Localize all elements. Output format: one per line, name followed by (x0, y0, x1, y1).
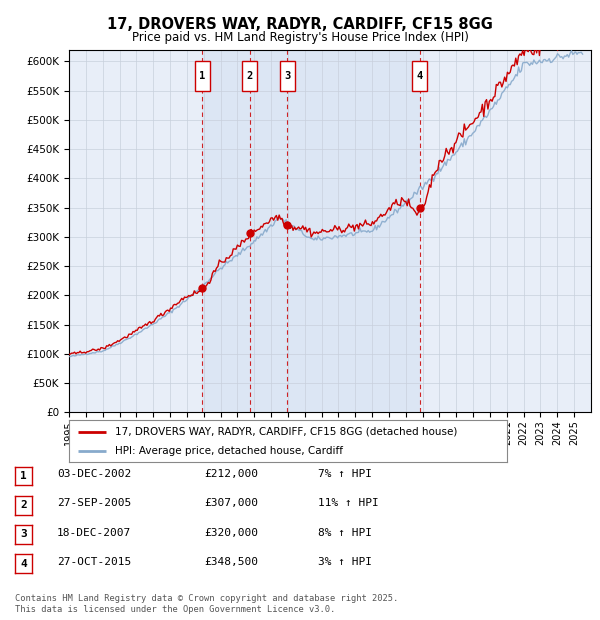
Text: 17, DROVERS WAY, RADYR, CARDIFF, CF15 8GG (detached house): 17, DROVERS WAY, RADYR, CARDIFF, CF15 8G… (115, 427, 457, 436)
FancyBboxPatch shape (280, 61, 295, 91)
Text: 3: 3 (284, 71, 290, 81)
Text: 03-DEC-2002: 03-DEC-2002 (57, 469, 131, 479)
Text: 1: 1 (20, 471, 27, 481)
Text: 4: 4 (20, 559, 27, 569)
Text: £212,000: £212,000 (204, 469, 258, 479)
Text: 2: 2 (20, 500, 27, 510)
Text: 27-OCT-2015: 27-OCT-2015 (57, 557, 131, 567)
Text: £307,000: £307,000 (204, 498, 258, 508)
Text: 8% ↑ HPI: 8% ↑ HPI (318, 528, 372, 538)
Bar (202, 50, 419, 412)
FancyBboxPatch shape (412, 61, 427, 91)
Text: HPI: Average price, detached house, Cardiff: HPI: Average price, detached house, Card… (115, 446, 343, 456)
Text: 11% ↑ HPI: 11% ↑ HPI (318, 498, 379, 508)
Text: 7% ↑ HPI: 7% ↑ HPI (318, 469, 372, 479)
Text: 3: 3 (20, 529, 27, 539)
Text: Price paid vs. HM Land Registry's House Price Index (HPI): Price paid vs. HM Land Registry's House … (131, 31, 469, 44)
FancyBboxPatch shape (242, 61, 257, 91)
Text: 27-SEP-2005: 27-SEP-2005 (57, 498, 131, 508)
Text: 2: 2 (247, 71, 253, 81)
Text: 17, DROVERS WAY, RADYR, CARDIFF, CF15 8GG: 17, DROVERS WAY, RADYR, CARDIFF, CF15 8G… (107, 17, 493, 32)
Text: 4: 4 (416, 71, 423, 81)
Text: 18-DEC-2007: 18-DEC-2007 (57, 528, 131, 538)
Text: 3% ↑ HPI: 3% ↑ HPI (318, 557, 372, 567)
Text: Contains HM Land Registry data © Crown copyright and database right 2025.
This d: Contains HM Land Registry data © Crown c… (15, 595, 398, 614)
FancyBboxPatch shape (195, 61, 210, 91)
Text: 1: 1 (199, 71, 205, 81)
Text: £348,500: £348,500 (204, 557, 258, 567)
Text: £320,000: £320,000 (204, 528, 258, 538)
